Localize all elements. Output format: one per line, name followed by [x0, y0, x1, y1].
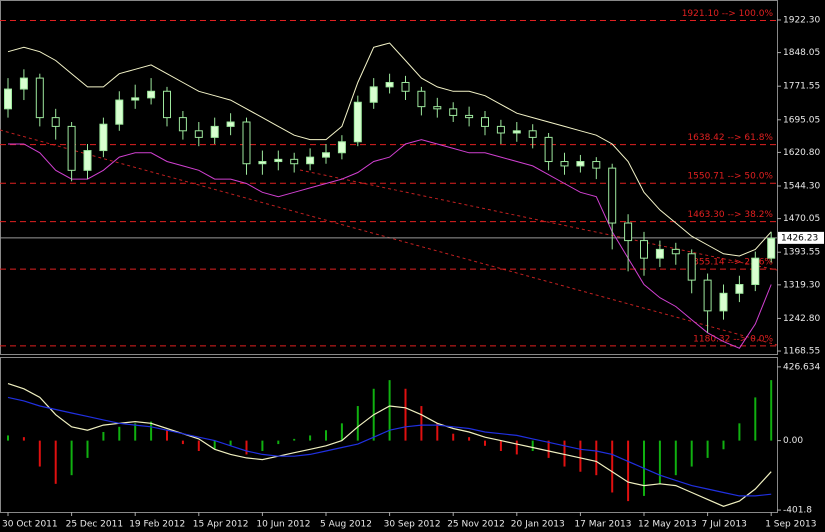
- y-tick-label: 1544.30: [783, 182, 820, 192]
- candle-body: [528, 130, 537, 138]
- x-tick-label: 7 Jul 2013: [702, 520, 747, 530]
- candle-body: [19, 77, 28, 90]
- x-tick-label: 10 Jun 2012: [256, 520, 310, 530]
- y-tick-label: 1319.30: [783, 280, 820, 290]
- candle-body: [417, 90, 426, 108]
- fib-label: 1550.71 --> 50.0%: [687, 172, 773, 182]
- fib-label: 1355.14 --> 23.6%: [687, 258, 773, 268]
- y-tick-label: 426.634: [783, 362, 820, 372]
- candle-body: [353, 101, 362, 143]
- candle-body: [147, 90, 156, 99]
- y-tick-label: 1242.80: [783, 314, 820, 324]
- candle-body: [258, 161, 267, 165]
- candle-body: [671, 248, 680, 255]
- y-tick-label: 1393.55: [783, 248, 820, 258]
- x-tick-label: 25 Nov 2012: [447, 520, 505, 530]
- y-tick-label: 0.00: [783, 436, 803, 446]
- candle-body: [322, 152, 330, 158]
- candle-body: [465, 114, 474, 119]
- candle-body: [35, 77, 44, 119]
- main-frame: [0, 0, 778, 355]
- x-tick-label: 19 Feb 2012: [129, 520, 185, 530]
- candle-body: [210, 125, 219, 138]
- candle-body: [99, 123, 108, 152]
- candle-body: [481, 117, 489, 127]
- y-tick-label: 1848.05: [783, 48, 820, 58]
- candle-body: [401, 81, 410, 92]
- candle-body: [369, 86, 378, 103]
- x-tick-label: 1 Sep 2013: [765, 520, 816, 530]
- band-line: [7, 42, 772, 257]
- y-tick-label: 1470.05: [783, 214, 820, 224]
- candle-body: [592, 161, 601, 169]
- x-tick-label: 17 Mar 2013: [574, 520, 631, 530]
- candle-body: [385, 81, 394, 88]
- candle-body: [496, 125, 505, 134]
- band-line: [8, 139, 772, 349]
- candle-body: [608, 167, 617, 224]
- candle-body: [163, 90, 171, 119]
- fib-label: 1180.32 --> 0.0%: [693, 334, 773, 344]
- candle-body: [719, 292, 728, 312]
- candle-body: [337, 141, 346, 154]
- candle-body: [115, 99, 124, 125]
- candle-body: [178, 117, 187, 132]
- candle-body: [67, 125, 76, 171]
- candle-body: [687, 253, 696, 281]
- candle-body: [4, 88, 12, 110]
- candle-body: [194, 130, 203, 138]
- x-tick-label: 30 Sep 2012: [384, 520, 441, 530]
- fib-label: 1638.42 --> 61.8%: [687, 133, 773, 143]
- last-price-box: [778, 231, 824, 244]
- candle-body: [576, 161, 585, 167]
- candle-body: [274, 158, 283, 163]
- y-tick-label: -401.8: [783, 506, 812, 516]
- x-tick-label: 25 Dec 2011: [66, 520, 124, 530]
- candle-body: [767, 237, 776, 259]
- sub-frame: [0, 357, 778, 513]
- candle-body: [131, 97, 140, 101]
- candle-body: [242, 121, 251, 165]
- candle-body: [640, 240, 648, 259]
- x-tick-label: 12 May 2013: [638, 520, 697, 530]
- last-price-label: 1426.23: [781, 233, 818, 243]
- candle-body: [226, 121, 235, 127]
- candle-body: [751, 257, 760, 286]
- candle-body: [544, 136, 553, 163]
- x-tick-label: 20 Jan 2013: [511, 520, 565, 530]
- fib-label: 1921.10 --> 100.0%: [682, 9, 774, 19]
- candle-body: [306, 156, 315, 165]
- oscillator-line: [7, 383, 772, 507]
- y-tick-label: 1695.05: [783, 115, 820, 125]
- fib-label: 1463.30 --> 38.2%: [687, 210, 773, 220]
- candle-body: [83, 150, 92, 171]
- candle-body: [433, 106, 442, 110]
- x-tick-label: 15 Apr 2012: [193, 520, 249, 530]
- oscillator-line: [7, 396, 772, 497]
- candle-body: [51, 117, 60, 127]
- y-tick-label: 1922.30: [783, 15, 820, 25]
- x-tick-label: 5 Aug 2012: [320, 520, 372, 530]
- candle-body: [703, 279, 712, 312]
- candle-body: [655, 248, 664, 259]
- candle-body: [624, 222, 633, 242]
- candle-body: [735, 284, 744, 294]
- y-tick-label: 1771.55: [783, 82, 820, 92]
- x-tick-label: 30 Oct 2011: [2, 520, 58, 530]
- candle-body: [512, 130, 521, 134]
- candle-body: [290, 158, 299, 165]
- y-tick-label: 1620.80: [783, 148, 820, 158]
- candle-body: [449, 108, 458, 116]
- y-tick-label: 1168.55: [783, 347, 820, 357]
- candle-body: [560, 161, 569, 167]
